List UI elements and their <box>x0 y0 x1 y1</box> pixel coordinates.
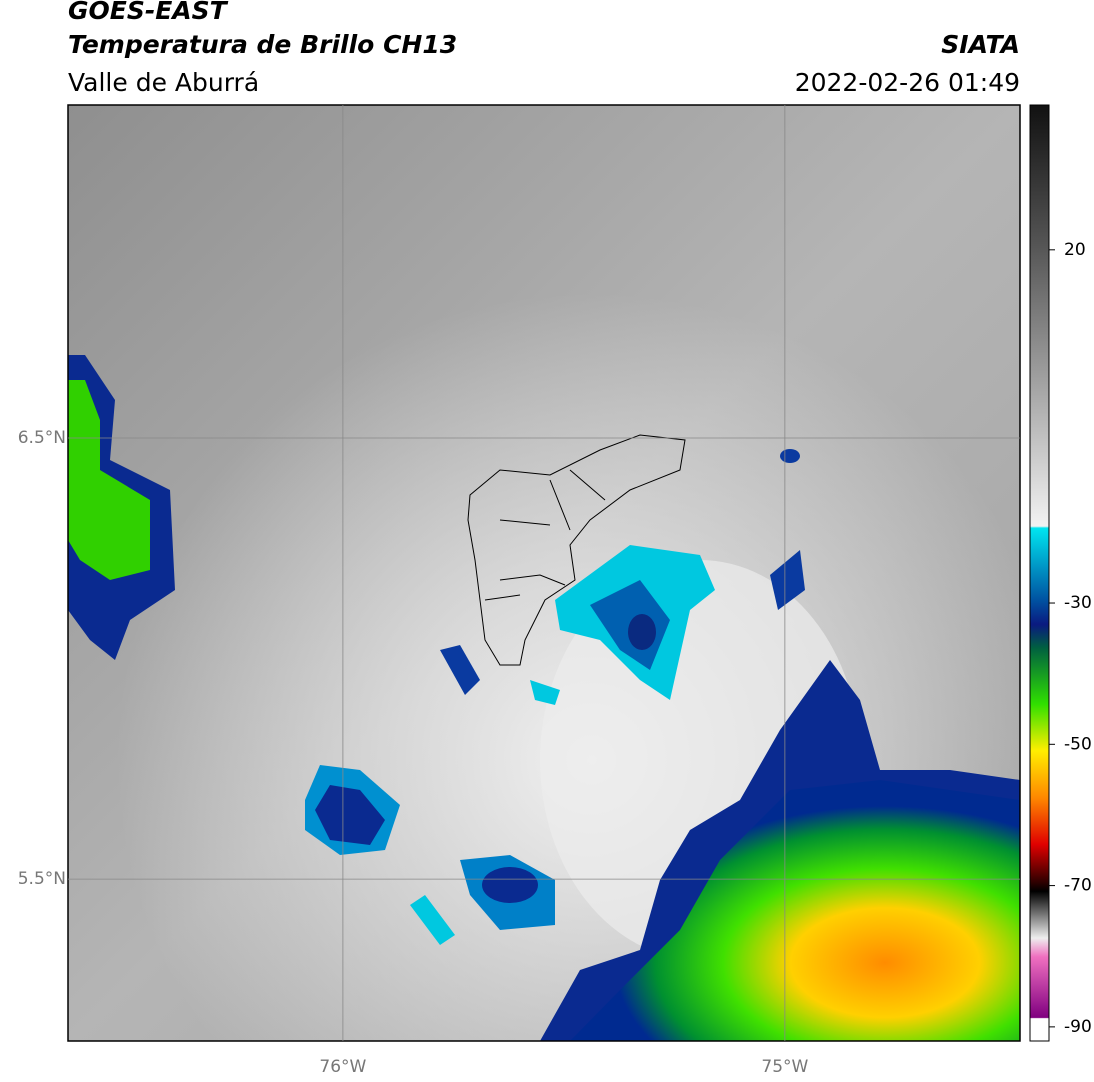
colorbar-tick-label: -30 <box>1064 593 1092 613</box>
lat-tick-label: 6.5°N <box>18 428 66 448</box>
colorbar-tick-label: -50 <box>1064 734 1092 754</box>
lon-tick-label: 75°W <box>761 1057 808 1077</box>
colorbar-tick-label: -90 <box>1064 1017 1092 1037</box>
region: Valle de Aburrá <box>68 68 259 97</box>
satellite-image <box>68 105 1020 1041</box>
title: GOES-EAST <box>68 0 229 25</box>
map-frame <box>67 104 1021 1042</box>
colorbar-tick-label: 20 <box>1064 240 1086 260</box>
lon-tick-label: 76°W <box>319 1057 366 1077</box>
colorbar <box>1029 104 1050 1042</box>
subtitle: Temperatura de Brillo CH13 <box>68 30 457 59</box>
source: SIATA <box>941 30 1020 59</box>
datetime: 2022-02-26 01:49 <box>795 68 1020 97</box>
colorbar-tick-label: -70 <box>1064 876 1092 896</box>
lat-tick-label: 5.5°N <box>18 869 66 889</box>
